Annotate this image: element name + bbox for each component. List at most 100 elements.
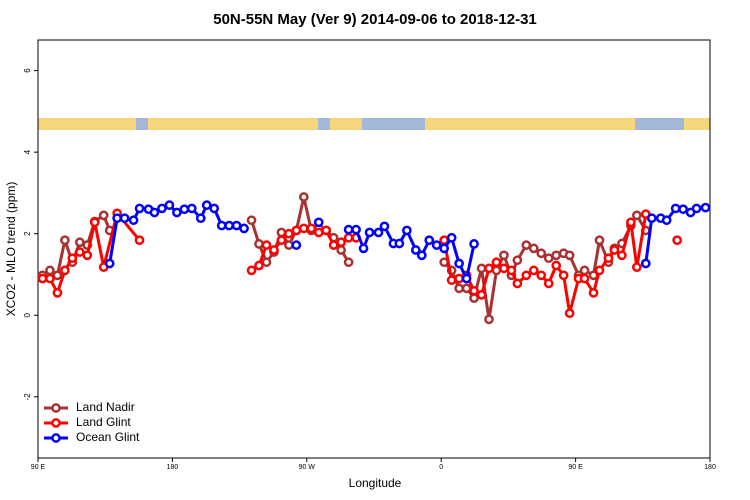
data-point <box>345 226 352 233</box>
data-point <box>285 242 292 249</box>
data-point <box>553 252 560 259</box>
data-point <box>233 222 240 229</box>
data-point <box>293 227 300 234</box>
data-point <box>596 237 603 244</box>
y-tick-label: 6 <box>23 68 32 73</box>
data-point <box>300 225 307 232</box>
data-point <box>308 225 315 232</box>
data-point <box>485 265 492 272</box>
data-point <box>218 222 225 229</box>
data-point <box>100 212 107 219</box>
map-strip <box>38 118 710 130</box>
data-point <box>240 225 247 232</box>
data-point <box>514 280 521 287</box>
data-point <box>693 205 700 212</box>
data-point <box>581 275 588 282</box>
data-point <box>530 267 537 274</box>
data-point <box>403 227 410 234</box>
data-point <box>366 229 373 236</box>
data-point <box>338 239 345 246</box>
data-point <box>278 237 285 244</box>
data-point <box>188 205 195 212</box>
data-point <box>523 242 530 249</box>
data-point <box>642 260 649 267</box>
data-point <box>263 259 270 266</box>
data-point <box>46 267 53 274</box>
data-point <box>590 289 597 296</box>
data-point <box>396 240 403 247</box>
data-point <box>470 287 477 294</box>
data-point <box>345 234 352 241</box>
data-point <box>633 264 640 271</box>
legend-label: Land Nadir <box>76 400 135 414</box>
data-point <box>581 267 588 274</box>
data-point <box>278 229 285 236</box>
data-point <box>136 237 143 244</box>
y-tick-label: 2 <box>23 231 32 236</box>
data-point <box>514 257 521 264</box>
data-point <box>674 237 681 244</box>
data-point <box>248 217 255 224</box>
data-point <box>596 267 603 274</box>
data-point <box>566 310 573 317</box>
data-point <box>553 262 560 269</box>
data-point <box>226 222 233 229</box>
data-point <box>680 206 687 213</box>
data-point <box>560 272 567 279</box>
x-tick-label: 90 E <box>31 464 46 471</box>
data-point <box>130 217 137 224</box>
data-point <box>300 193 307 200</box>
x-tick-label: 180 <box>704 464 716 471</box>
data-point <box>255 262 262 269</box>
data-point <box>121 215 128 222</box>
data-point <box>493 267 500 274</box>
data-point <box>456 260 463 267</box>
data-point <box>478 291 485 298</box>
data-point <box>702 204 709 211</box>
data-point <box>69 255 76 262</box>
legend-label: Ocean Glint <box>76 430 140 444</box>
data-point <box>91 219 98 226</box>
data-point <box>166 202 173 209</box>
data-point <box>433 242 440 249</box>
data-point <box>441 245 448 252</box>
data-point <box>456 275 463 282</box>
x-tick-label: 180 <box>167 464 179 471</box>
data-point <box>618 252 625 259</box>
data-point <box>627 219 634 226</box>
x-tick-label: 90 W <box>299 464 316 471</box>
data-point <box>566 252 573 259</box>
data-point <box>293 242 300 249</box>
data-point <box>39 275 46 282</box>
data-point <box>61 237 68 244</box>
data-point <box>114 215 121 222</box>
legend-marker <box>52 434 59 441</box>
y-tick-label: 4 <box>23 149 32 154</box>
data-point <box>545 255 552 262</box>
data-point <box>538 250 545 257</box>
data-point <box>545 280 552 287</box>
data-point <box>84 252 91 259</box>
chart-title: 50N-55N May (Ver 9) 2014-09-06 to 2018-1… <box>213 11 537 28</box>
data-point <box>611 246 618 253</box>
data-point <box>648 215 655 222</box>
data-point <box>633 212 640 219</box>
data-point <box>352 226 359 233</box>
data-point <box>197 215 204 222</box>
data-point <box>76 248 83 255</box>
data-point <box>173 209 180 216</box>
legend-label: Land Glint <box>76 415 131 429</box>
data-point <box>151 209 158 216</box>
data-point <box>61 267 68 274</box>
data-point <box>338 246 345 253</box>
data-point <box>500 265 507 272</box>
legend-marker <box>52 404 59 411</box>
data-point <box>381 223 388 230</box>
data-point <box>456 285 463 292</box>
data-point <box>478 265 485 272</box>
data-point <box>248 267 255 274</box>
data-point <box>285 230 292 237</box>
data-point <box>508 267 515 274</box>
data-point <box>158 205 165 212</box>
data-point <box>493 259 500 266</box>
